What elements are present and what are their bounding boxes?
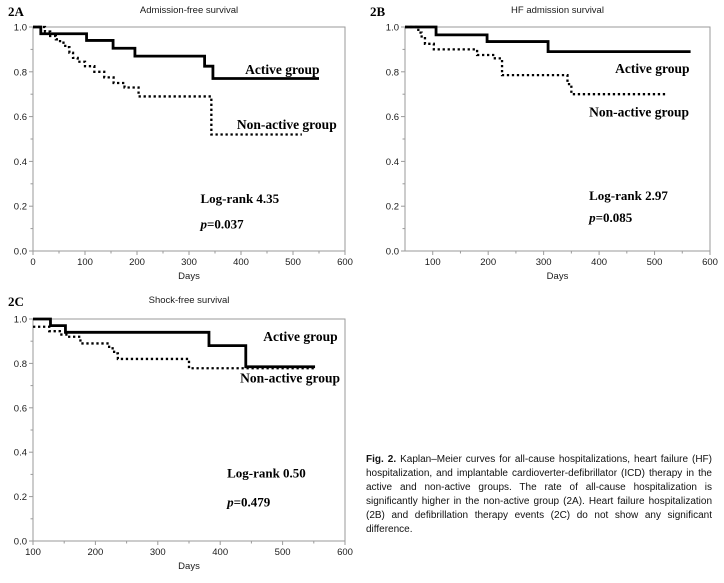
x-tick-label: 100 <box>25 547 41 558</box>
y-tick-label: 0.2 <box>386 202 399 213</box>
panel-title: HF admission survival <box>511 5 604 16</box>
km-chart-2B: 100 200 300 400 500 600 Days 0.0 0.2 0.4 0.6 0.8 1.0… <box>370 4 718 282</box>
x-tick-label: 300 <box>150 547 166 558</box>
y-axis: 0.0 0.2 0.4 0.6 0.8 1.0 <box>386 23 405 258</box>
x-axis-title: Days <box>547 271 569 282</box>
panel-title: Admission-free survival <box>140 5 238 16</box>
x-tick-label: 300 <box>181 257 197 268</box>
series-label: Active group <box>263 329 337 344</box>
p-value-text: p=0.085 <box>588 210 633 225</box>
y-tick-label: 0.0 <box>386 247 399 258</box>
plot-frame <box>32 318 346 542</box>
figure-caption: Fig. 2. Kaplan–Meier curves for all-caus… <box>366 453 712 537</box>
series-label: Active group <box>615 61 689 76</box>
panel-letter: 2C <box>8 294 24 309</box>
x-tick-label: 600 <box>702 257 718 268</box>
y-tick-label: 1.0 <box>386 23 399 34</box>
km-panel-2C: 100 200 300 400 500 600 Days 0.0 0.2 0.4 0.6 0.8 1.0… <box>0 290 362 583</box>
series-line-active-group <box>33 317 316 369</box>
panel-title: Shock-free survival <box>149 295 230 306</box>
x-axis-title: Days <box>178 561 200 572</box>
x-tick-label: 500 <box>285 257 301 268</box>
y-tick-label: 0.6 <box>386 112 399 123</box>
y-axis: 0.0 0.2 0.4 0.6 0.8 1.0 <box>14 315 33 548</box>
series-label: Non-active group <box>237 117 337 132</box>
caption-body: Kaplan–Meier curves for all-cause hospit… <box>366 454 712 535</box>
y-tick-label: 0.0 <box>14 537 27 548</box>
km-panel-2B: 100 200 300 400 500 600 Days 0.0 0.2 0.4 0.6 0.8 1.0… <box>362 0 724 295</box>
p-value-text: p=0.479 <box>226 495 271 510</box>
km-panel-2A: 0 100 200 300 400 500 600 Days 0.0 0.2 0.4 0.6 0.8 1.… <box>0 0 362 295</box>
panel-letter: 2A <box>8 4 25 19</box>
series-line-non-active-group <box>405 25 666 96</box>
y-tick-label: 1.0 <box>14 23 27 34</box>
y-tick-label: 0.2 <box>14 492 27 503</box>
series-label: Active group <box>245 62 319 77</box>
x-axis: 100 200 300 400 500 600 <box>425 251 718 268</box>
x-tick-label: 500 <box>647 257 663 268</box>
y-tick-label: 0.8 <box>14 67 27 78</box>
x-axis: 0 100 200 300 400 500 600 <box>30 251 353 268</box>
y-tick-label: 0.4 <box>14 448 27 459</box>
x-tick-label: 600 <box>337 547 353 558</box>
series-line-active-group <box>33 25 319 80</box>
y-tick-label: 0.8 <box>386 67 399 78</box>
log-rank-text: Log-rank 0.50 <box>227 466 306 481</box>
x-tick-label: 0 <box>30 257 35 268</box>
series-label: Non-active group <box>240 370 340 385</box>
log-rank-text: Log-rank 4.35 <box>200 191 279 206</box>
y-tick-label: 0.4 <box>386 157 399 168</box>
panel-letter: 2B <box>370 4 386 19</box>
y-tick-label: 1.0 <box>14 315 27 326</box>
y-tick-label: 0.6 <box>14 112 27 123</box>
y-tick-label: 0.4 <box>14 157 27 168</box>
x-axis: 100 200 300 400 500 600 <box>25 541 353 558</box>
x-tick-label: 100 <box>77 257 93 268</box>
x-tick-label: 400 <box>233 257 249 268</box>
km-chart-2A: 0 100 200 300 400 500 600 Days 0.0 0.2 0.4 0.6 0.8 1.… <box>8 4 353 282</box>
series-label: Non-active group <box>589 105 689 120</box>
x-tick-label: 200 <box>129 257 145 268</box>
x-axis-title: Days <box>178 271 200 282</box>
x-tick-label: 500 <box>275 547 291 558</box>
log-rank-text: Log-rank 2.97 <box>589 188 668 203</box>
series-line-active-group <box>405 25 691 54</box>
x-tick-label: 200 <box>87 547 103 558</box>
km-chart-2C: 100 200 300 400 500 600 Days 0.0 0.2 0.4 0.6 0.8 1.0… <box>8 294 353 572</box>
y-tick-label: 0.0 <box>14 247 27 258</box>
y-tick-label: 0.6 <box>14 403 27 414</box>
y-tick-label: 0.2 <box>14 202 27 213</box>
x-tick-label: 300 <box>536 257 552 268</box>
x-tick-label: 200 <box>480 257 496 268</box>
series-line-non-active-group <box>33 25 302 136</box>
y-tick-label: 0.8 <box>14 359 27 370</box>
y-axis: 0.0 0.2 0.4 0.6 0.8 1.0 <box>14 23 33 258</box>
p-value-text: p=0.037 <box>199 217 244 232</box>
x-tick-label: 600 <box>337 257 353 268</box>
x-tick-label: 100 <box>425 257 441 268</box>
x-tick-label: 400 <box>212 547 228 558</box>
x-tick-label: 400 <box>591 257 607 268</box>
caption-label: Fig. 2. <box>366 454 397 465</box>
